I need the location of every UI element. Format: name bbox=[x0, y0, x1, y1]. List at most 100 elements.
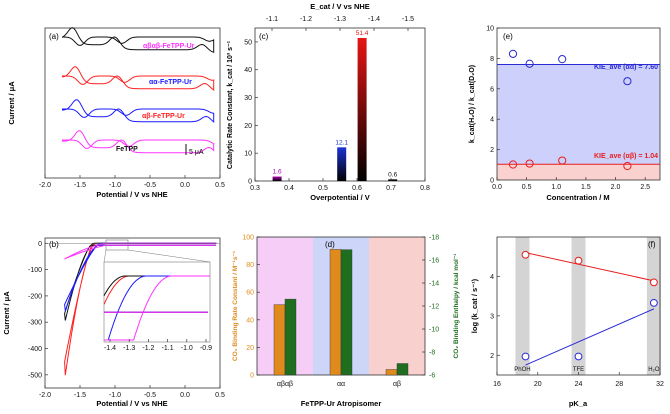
kie-point bbox=[558, 156, 567, 165]
panel-b-y-tick-label: -300 bbox=[28, 320, 42, 327]
kcat-bar bbox=[272, 176, 282, 181]
panel-e-band-blue bbox=[497, 64, 660, 165]
panel-a-ylabel: Current / μA bbox=[7, 81, 16, 125]
panel-b-x-tick-label: -1.5 bbox=[74, 392, 86, 399]
panel-d-xticks: αβαβ αα αβ bbox=[277, 381, 401, 388]
panel-f-points bbox=[521, 250, 658, 361]
panel-d-label: (d) bbox=[325, 240, 335, 249]
panel-b-y-tick-label: -200 bbox=[28, 293, 42, 300]
panel-b-yticks: 0 -100 -200 -300 -400 -500 bbox=[28, 241, 48, 379]
panel-d-xlabel: FeTPP-Ur Atropisomer bbox=[301, 399, 382, 408]
panel-c-y-tick-label: 20 bbox=[244, 123, 252, 130]
inset: -1.4 -1.3 -1.2 -1.1 -1.0 -0.9 bbox=[103, 261, 212, 352]
logk-point bbox=[521, 250, 530, 259]
panel-e-x-tick-label: 2.5 bbox=[640, 184, 650, 191]
inset-xticks: -1.4 -1.3 -1.2 -1.1 -1.0 -0.9 bbox=[104, 339, 212, 352]
panel-c-xticks: 0.3 0.4 0.5 0.6 0.7 0.8 bbox=[250, 178, 430, 192]
panel-a-frame bbox=[44, 27, 221, 179]
panel-c-top-xlabel: E_cat / V vs NHE bbox=[310, 2, 370, 11]
series-label-ab: αβ-FeTPP-Ur bbox=[142, 113, 185, 120]
panel-f-yticks: 2 3 4 bbox=[490, 274, 500, 360]
panel-e-x-tick-label: 0.5 bbox=[522, 184, 532, 191]
panel-d-y-tick-label: 100 bbox=[242, 235, 254, 242]
pka-band-label: H₂O bbox=[648, 367, 660, 373]
binding-rate-bar bbox=[273, 304, 286, 376]
panel-c: (c) 1.6 12.1 51.4 0.6 0.3 0.4 0.5 0.6 0.7 0.8 0 1… bbox=[227, 2, 430, 202]
panel-b-label: (b) bbox=[49, 240, 59, 249]
pka-band-label: TFE bbox=[573, 367, 584, 373]
inset-x-tick-label: -1.3 bbox=[123, 345, 135, 352]
panel-b-y-tick-label: -100 bbox=[28, 267, 42, 274]
panel-d-category-label: αβ bbox=[393, 381, 401, 388]
panel-c-y-tick-label: 0 bbox=[248, 179, 252, 186]
kie-point bbox=[525, 59, 534, 68]
inset-x-tick-label: -1.0 bbox=[181, 345, 193, 352]
panel-d-ylabel: CO₂ Binding Rate Constant / M⁻¹s⁻¹ bbox=[232, 251, 239, 361]
panel-e-xlabel: Concentration / M bbox=[546, 193, 609, 202]
kie-point bbox=[525, 159, 534, 168]
panel-b-x-tick-label: -2.0 bbox=[39, 392, 51, 399]
panel-b-x-tick-label: -1.0 bbox=[109, 392, 121, 399]
panel-e-x-tick-label: 1.5 bbox=[581, 184, 591, 191]
panel-e-band-red bbox=[497, 164, 660, 180]
panel-f-ylabel: log (k_cat / s⁻¹) bbox=[470, 278, 479, 333]
panel-a-xticks: -2.0 -1.5 -1.0 -0.5 0.0 0.5 bbox=[39, 175, 225, 189]
panel-f-x-tick-label: 16 bbox=[493, 381, 501, 388]
panel-b-frame bbox=[44, 237, 221, 389]
panel-e-y-tick-label: 2 bbox=[490, 147, 494, 154]
logk-point bbox=[574, 352, 583, 361]
kie-annotation-aa: KIE_ave (αα) = 7.60 bbox=[594, 64, 658, 71]
panel-b-xticks: -2.0 -1.5 -1.0 -0.5 0.0 0.5 bbox=[39, 385, 225, 399]
panel-b-y-tick-label: 0 bbox=[38, 241, 42, 248]
panel-c-y-tick-label: 30 bbox=[244, 95, 252, 102]
logk-point bbox=[521, 352, 530, 361]
panel-b: (b) -2.0 -1.5 -1.0 -0.5 0.0 0.5 0 -100 -200 -300… bbox=[2, 237, 225, 408]
panel-c-x-tick-label: 0.6 bbox=[352, 185, 362, 192]
panel-c-x-tick-label: 0.8 bbox=[420, 185, 430, 192]
panel-c-topticks: -1.1 -1.2 -1.3 -1.4 -1.5 bbox=[266, 16, 414, 31]
panel-c-top-tick-label: -1.5 bbox=[402, 16, 414, 23]
panel-c-x-tick-label: 0.3 bbox=[250, 185, 260, 192]
binding-enthalpy-bar bbox=[396, 363, 409, 376]
panel-f-lines bbox=[525, 252, 655, 366]
panel-c-label: (c) bbox=[259, 32, 269, 41]
panel-e-yticks: 0 2 4 6 8 10 bbox=[486, 26, 500, 185]
panel-d-y2-tick-label: -16 bbox=[429, 258, 439, 265]
panel-c-top-tick-label: -1.1 bbox=[266, 16, 278, 23]
inset-x-tick-label: -1.1 bbox=[162, 345, 174, 352]
binding-rate-bar bbox=[385, 369, 398, 376]
panel-e-x-tick-label: 0.0 bbox=[492, 184, 502, 191]
panel-d-bars bbox=[273, 249, 409, 376]
panel-b-xlabel: Potential / V vs NHE bbox=[96, 399, 167, 408]
kie-point bbox=[558, 55, 567, 64]
bar-value-label: 12.1 bbox=[335, 139, 348, 146]
series-label-aa: αα-FeTPP-Ur bbox=[149, 79, 192, 86]
panel-d-y2-tick-label: -8 bbox=[429, 350, 435, 357]
panel-e-y-tick-label: 6 bbox=[490, 86, 494, 93]
inset-curves bbox=[103, 275, 210, 341]
panel-e-y-tick-label: 4 bbox=[490, 117, 494, 124]
inset-highlight-box bbox=[105, 239, 129, 251]
bar-value-label: 51.4 bbox=[356, 30, 369, 37]
panel-d-y2-tick-label: -18 bbox=[429, 235, 439, 242]
panel-e-points bbox=[508, 49, 632, 171]
panel-e-frame bbox=[496, 27, 661, 181]
kie-point bbox=[623, 77, 632, 86]
inset-x-tick-label: -1.4 bbox=[104, 345, 116, 352]
panel-f-y-tick-label: 2 bbox=[490, 353, 494, 360]
panel-e-label: (e) bbox=[503, 32, 513, 41]
fit-line bbox=[525, 252, 654, 282]
panel-a-x-tick-label: -1.0 bbox=[109, 182, 121, 189]
panel-f-x-tick-label: 20 bbox=[534, 381, 542, 388]
panel-f-y-tick-label: 3 bbox=[490, 313, 494, 320]
panel-d-y-tick-label: 60 bbox=[246, 290, 254, 297]
panel-f-x-tick-label: 24 bbox=[575, 381, 583, 388]
pka-band-label: PhOH bbox=[514, 367, 530, 373]
cv-curve bbox=[62, 66, 215, 91]
binding-enthalpy-bar bbox=[284, 298, 297, 376]
kie-point bbox=[508, 49, 518, 58]
panel-c-top-tick-label: -1.3 bbox=[334, 16, 346, 23]
panel-d-y2ticks: -6 -8 -10 -12 -14 -16 -18 bbox=[422, 235, 439, 380]
panel-c-x-tick-label: 0.4 bbox=[284, 185, 294, 192]
